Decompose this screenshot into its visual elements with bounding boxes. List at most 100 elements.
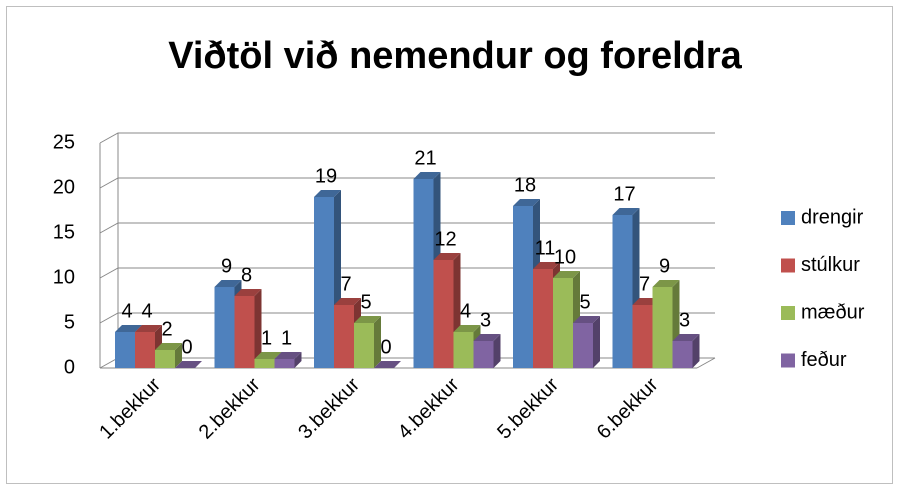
- bar-group: [672, 334, 700, 368]
- bar-group: [155, 343, 182, 368]
- bar-group: [473, 334, 501, 368]
- bar: [413, 179, 434, 368]
- bar: [115, 332, 135, 368]
- bar-group: [573, 316, 600, 368]
- bar-top: [175, 361, 202, 368]
- data-label: 12: [434, 228, 456, 250]
- bar: [453, 332, 474, 368]
- bar-side: [175, 343, 182, 368]
- data-label: 17: [613, 183, 635, 205]
- data-label: 3: [679, 309, 690, 331]
- bar-top: [473, 334, 501, 341]
- bar: [354, 323, 374, 368]
- bar-side: [254, 289, 262, 368]
- legend-label: mæður: [801, 301, 865, 323]
- bar-side: [374, 316, 381, 368]
- bar-top: [214, 280, 242, 287]
- bar-top: [135, 325, 162, 332]
- bar-top: [234, 289, 262, 296]
- data-label: 3: [480, 309, 491, 331]
- bar-top: [413, 172, 441, 179]
- axis-line: [696, 357, 716, 369]
- data-label: 19: [315, 165, 337, 187]
- bar: [254, 359, 275, 368]
- bar: [314, 197, 334, 368]
- data-label: 4: [460, 300, 471, 322]
- chart-border: [6, 6, 893, 484]
- bar-top: [573, 316, 600, 323]
- bar-top: [254, 352, 282, 359]
- legend-swatch: [781, 211, 795, 225]
- bar-top: [314, 190, 341, 197]
- legend-swatch: [781, 258, 795, 273]
- bar-top: [155, 343, 182, 350]
- grid-line: [99, 177, 715, 189]
- data-label: 4: [121, 300, 132, 322]
- bar-side: [493, 334, 501, 368]
- bar: [672, 341, 693, 368]
- bar-group: [374, 361, 401, 368]
- data-label: 9: [659, 255, 670, 277]
- data-label: 8: [241, 264, 252, 286]
- bar-side: [294, 352, 302, 368]
- y-tick-label: 5: [64, 311, 75, 333]
- bar: [513, 206, 533, 368]
- bar-side: [692, 334, 700, 368]
- bar-top: [274, 352, 302, 359]
- bar-group: [175, 361, 202, 368]
- bar-side: [593, 316, 600, 368]
- bar: [652, 287, 673, 368]
- y-tick-label: 10: [53, 266, 75, 288]
- bar-top: [334, 298, 361, 305]
- data-label: 2: [161, 318, 172, 340]
- bar: [573, 323, 593, 368]
- data-label: 5: [579, 291, 590, 313]
- bar-top: [672, 334, 700, 341]
- bar-group: [274, 352, 302, 368]
- data-label: 0: [380, 336, 391, 358]
- bar-top: [115, 325, 142, 332]
- bar: [533, 269, 553, 368]
- bar: [612, 215, 633, 368]
- bar: [334, 305, 354, 368]
- bar-group: [135, 325, 162, 368]
- bar: [214, 287, 235, 368]
- bar-top: [354, 316, 381, 323]
- grid-line: [99, 132, 715, 144]
- y-tick-label: 20: [53, 176, 75, 198]
- legend-label: drengir: [801, 206, 864, 228]
- bar-top: [433, 253, 461, 260]
- bar: [632, 305, 653, 368]
- data-label: 7: [340, 273, 351, 295]
- bar-top: [612, 208, 640, 215]
- bar: [274, 359, 295, 368]
- bar: [135, 332, 155, 368]
- bar-top: [453, 325, 481, 332]
- bar-top: [652, 280, 680, 287]
- bar: [155, 350, 175, 368]
- data-label: 18: [514, 174, 536, 196]
- data-label: 9: [221, 255, 232, 277]
- data-label: 5: [360, 291, 371, 313]
- chart-title: Viðtöl við nemendur og foreldra: [168, 35, 742, 77]
- data-label: 1: [281, 327, 292, 349]
- legend-label: feður: [801, 349, 847, 371]
- bar: [553, 278, 573, 368]
- legend-swatch: [781, 306, 795, 320]
- data-label: 1: [261, 327, 272, 349]
- data-label: 7: [639, 273, 650, 295]
- bar: [234, 296, 255, 368]
- y-tick-label: 15: [53, 221, 75, 243]
- bar-group: [234, 289, 262, 368]
- bar-top: [533, 262, 560, 269]
- data-label: 0: [181, 336, 192, 358]
- bar: [433, 260, 454, 368]
- bar-group: [354, 316, 381, 368]
- bar-top: [553, 271, 580, 278]
- legend-swatch: [781, 353, 795, 368]
- bar-top: [513, 199, 540, 206]
- bar: [473, 341, 494, 368]
- y-tick-label: 0: [64, 356, 75, 378]
- data-label: 10: [554, 246, 576, 268]
